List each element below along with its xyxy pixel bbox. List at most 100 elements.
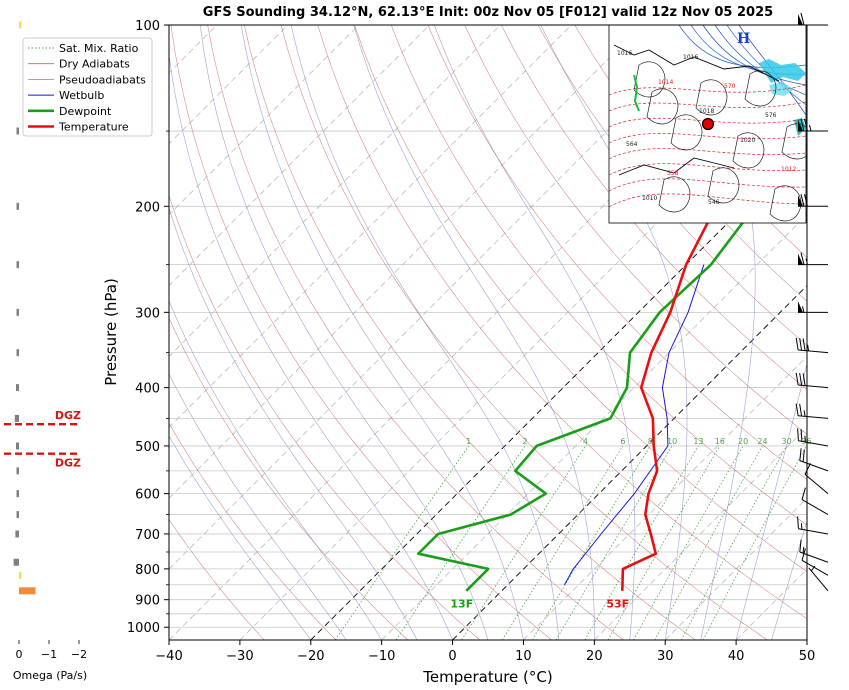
pseudoadiabat (169, 435, 312, 640)
map-contour-label: 1016 (617, 50, 632, 57)
y-tick-label: 300 (135, 306, 160, 321)
map-isobar (670, 114, 703, 151)
surface-value-label: 53F (606, 597, 629, 610)
mixing-ratio-line (584, 445, 699, 640)
map-isobar (633, 61, 666, 98)
isotherm-line (169, 25, 289, 145)
barb-half (807, 344, 810, 352)
mixing-ratio-lines (334, 445, 807, 640)
x-tick-label: 20 (586, 649, 603, 664)
mixing-ratio-line (607, 445, 721, 640)
barb-full (801, 487, 806, 500)
x-tick-label: −20 (297, 649, 324, 664)
wind-barb (795, 403, 829, 419)
map-contour (714, 25, 806, 96)
surface-value-label: 13F (450, 597, 473, 610)
barb-half (805, 258, 808, 265)
dry-adiabat (317, 25, 807, 620)
pseudoadiabats (169, 25, 807, 640)
isotherm-line (169, 25, 430, 287)
x-tick-label: 10 (515, 649, 532, 664)
omega-bar (16, 384, 19, 392)
chart-title: GFS Sounding 34.12°N, 62.13°E Init: 00z … (203, 5, 773, 20)
wind-barb (797, 516, 829, 535)
barb-half (809, 124, 812, 132)
map-height-contour (609, 193, 806, 208)
wind-barb (798, 12, 828, 26)
barb-staff (808, 567, 829, 592)
map-contour (726, 25, 806, 106)
legend-label: Wetbulb (59, 89, 104, 102)
y-tick-label: 200 (135, 200, 160, 215)
barb-staff (799, 551, 829, 563)
barb-full (795, 372, 799, 386)
map-isobar (732, 132, 765, 169)
map-contour-label: 1016 (683, 54, 698, 61)
map-green-front (633, 74, 640, 112)
map-isobar (695, 79, 728, 116)
mixing-ratio-label: 4 (583, 437, 588, 446)
pseudoadiabat (290, 25, 560, 640)
map-height-contour (609, 117, 806, 128)
mixing-ratio-line (502, 445, 624, 640)
omega-bar (19, 571, 22, 579)
omega-bar (16, 467, 19, 475)
mixing-ratio-line (461, 445, 586, 640)
isotherm-line (523, 355, 807, 640)
dry-adiabat (574, 25, 807, 302)
legend-label: Pseudoadiabats (59, 73, 146, 86)
mixing-ratio-line (654, 445, 763, 640)
omega-bar (16, 490, 19, 498)
pseudoadiabat (169, 207, 418, 640)
barb-full (800, 428, 803, 442)
barb-full (802, 373, 806, 386)
isotherm-line (169, 25, 359, 216)
mixing-ratio-label: 13 (693, 437, 703, 446)
barb-full (795, 337, 799, 351)
barb-staff (798, 528, 829, 535)
mixing-ratio-line (334, 445, 470, 640)
y-axis-label: Pressure (hPa) (102, 278, 120, 386)
wind-barb (801, 487, 829, 516)
plot-frame (168, 24, 808, 641)
dry-adiabat (169, 422, 337, 640)
map-isobar (769, 185, 802, 222)
y-tick-label: 900 (135, 594, 160, 609)
y-tick-label: 600 (135, 488, 160, 503)
wind-barb (799, 539, 829, 563)
barb-staff (798, 440, 829, 447)
dry-adiabat (169, 519, 265, 640)
isotherm-line (806, 639, 807, 640)
wetbulb-line (564, 264, 705, 585)
x-tick-label: 30 (657, 649, 674, 664)
map-contour-label: 1014 (658, 79, 673, 86)
y-tick-label: 700 (135, 528, 160, 543)
mixing-ratio-label: 30 (782, 437, 792, 446)
x-tick-label: 50 (799, 649, 816, 664)
wind-barb (798, 118, 828, 132)
barb-half (803, 410, 806, 417)
omega-bar (15, 530, 19, 538)
barb-flag (798, 120, 803, 132)
barb-full (799, 403, 803, 417)
barb-full (804, 463, 811, 475)
barb-full (799, 338, 803, 351)
barb-full (804, 118, 808, 132)
barb-staff (799, 460, 829, 472)
barb-full (804, 194, 808, 207)
dry-adiabat (464, 25, 807, 435)
wind-barb (808, 565, 829, 592)
mixing-ratio-line (395, 445, 526, 640)
wind-barb (804, 463, 829, 495)
dry-adiabat (390, 25, 807, 526)
map-height-contour (609, 133, 806, 144)
barb-full (799, 448, 802, 461)
isotherm-line (594, 426, 807, 640)
barb-flag (798, 14, 803, 25)
mixing-ratio-label: 10 (667, 437, 677, 446)
barb-half (810, 565, 816, 572)
map-contour-label: 1020 (740, 137, 755, 144)
dry-adiabat (170, 25, 552, 640)
mixing-ratio-label: 1 (466, 437, 471, 446)
omega-bar (16, 308, 19, 316)
